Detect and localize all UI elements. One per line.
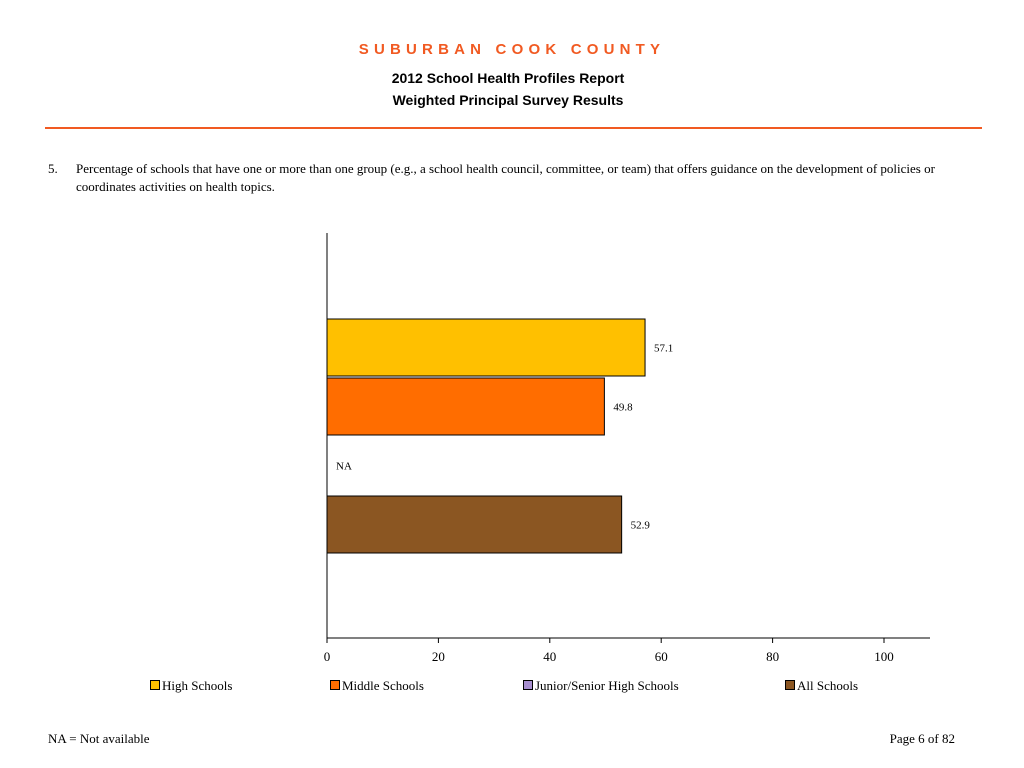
bar-value-label: 49.8: [613, 402, 633, 414]
x-tick-label: 100: [874, 649, 894, 664]
legend-swatch: [150, 680, 160, 690]
report-subtitle: Weighted Principal Survey Results: [392, 92, 624, 108]
question-text: Percentage of schools that have one or m…: [76, 161, 935, 194]
legend-swatch: [523, 680, 533, 690]
legend-swatch: [330, 680, 340, 690]
report-title: 2012 School Health Profiles Report: [391, 70, 625, 86]
x-tick-label: 80: [766, 649, 779, 664]
bar-high-schools: [326, 318, 646, 377]
chart-legend: High Schools Middle Schools Junior/Senior …: [0, 678, 1024, 696]
header-divider: [45, 127, 982, 129]
x-tick-label: 60: [655, 649, 668, 664]
county-name: SUBURBAN COOK COUNTY: [358, 41, 666, 58]
legend-item: Junior/Senior High Schools: [523, 678, 679, 694]
x-tick-label: 20: [432, 649, 445, 664]
x-tick-label: 0: [324, 649, 331, 664]
bar-value-label: 52.9: [631, 520, 651, 532]
legend-label: Junior/Senior High Schools: [535, 678, 679, 693]
question-number: 5.: [48, 161, 58, 176]
legend-label: High Schools: [162, 678, 233, 693]
legend-item: High Schools: [150, 678, 232, 694]
legend-swatch: [785, 680, 795, 690]
bar-middle-schools: [326, 377, 605, 436]
bar-all-schools: [326, 495, 623, 554]
legend-label: Middle Schools: [342, 678, 424, 693]
na-footnote: NA = Not available: [48, 731, 150, 746]
legend-label: All Schools: [797, 678, 859, 693]
legend-item: Middle Schools: [330, 678, 424, 694]
page-number: Page 6 of 82: [889, 731, 955, 746]
x-tick-label: 40: [543, 649, 556, 664]
bar-value-label: NA: [336, 461, 352, 473]
bar-value-label: 57.1: [654, 343, 673, 355]
question: 5. Percentage of schools that have one o…: [48, 160, 968, 196]
legend-item: All Schools: [785, 678, 858, 694]
